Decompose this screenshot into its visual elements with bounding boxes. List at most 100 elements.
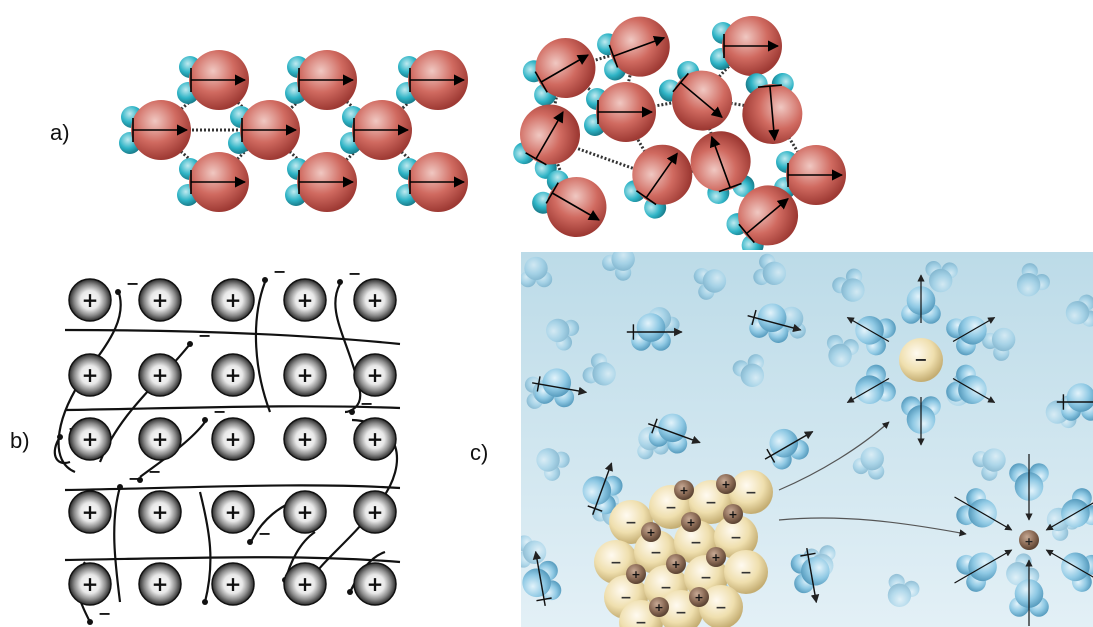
water-molecule-icon xyxy=(972,448,1006,481)
water-molecule-icon xyxy=(826,334,859,368)
electron-dot-icon: − xyxy=(337,264,361,285)
plus-sign: + xyxy=(82,288,99,312)
water-molecule-icon xyxy=(753,253,787,286)
water-molecule-icon xyxy=(285,152,357,212)
plus-sign: + xyxy=(82,427,99,451)
minus-sign: − xyxy=(610,555,622,571)
positive-ion-icon: + xyxy=(626,564,646,584)
positive-ion-icon: + xyxy=(211,417,255,461)
dipole-water-molecules xyxy=(522,303,1093,606)
water-molecule-icon xyxy=(513,104,580,179)
positive-ion-icon: + xyxy=(353,562,397,606)
plus-sign: + xyxy=(152,288,169,312)
minus-sign: − xyxy=(348,264,361,283)
electron-dot-icon: − xyxy=(115,274,139,295)
water-molecule-icon xyxy=(648,413,701,454)
electron-dot-icon: − xyxy=(202,402,226,423)
electron-dot-icon: − xyxy=(117,469,141,490)
water-molecule-icon xyxy=(536,448,570,481)
water-molecule-icon xyxy=(658,60,733,131)
water-molecule-icon xyxy=(597,16,670,81)
plus-sign: + xyxy=(82,500,99,524)
minus-sign: − xyxy=(740,565,752,581)
electron-dot-icon: − xyxy=(187,326,211,347)
plus-sign: + xyxy=(367,288,384,312)
plus-sign: + xyxy=(367,500,384,524)
positive-ion-icon: + xyxy=(138,278,182,322)
panel-label-c: c) xyxy=(470,440,489,465)
water-molecule-icon xyxy=(832,268,865,302)
minus-sign: − xyxy=(705,495,717,511)
plus-sign: + xyxy=(367,572,384,596)
minus-sign: − xyxy=(660,580,672,596)
water-molecule-icon xyxy=(852,446,885,480)
water-molecule-icon xyxy=(521,256,553,288)
water-molecules-group xyxy=(119,16,846,250)
positive-ion-icon: + xyxy=(283,490,327,534)
plus-sign: + xyxy=(225,288,242,312)
water-molecule-icon xyxy=(582,462,623,515)
plus-sign: + xyxy=(1024,535,1033,548)
hydrogen-bond xyxy=(620,47,638,113)
minus-sign: − xyxy=(273,262,286,281)
plus-sign: + xyxy=(711,551,720,564)
positive-ion-icon: + xyxy=(211,353,255,397)
water-molecule-icon xyxy=(584,82,656,142)
minus-sign: − xyxy=(665,500,677,516)
water-molecule-icon xyxy=(1065,294,1093,327)
panel-label-b: b) xyxy=(10,428,30,453)
dipole-arrow xyxy=(709,135,731,188)
positive-ion-icon: + xyxy=(674,480,694,500)
minus-sign: − xyxy=(690,535,702,551)
water-molecule-icon xyxy=(626,313,683,351)
minus-sign: − xyxy=(625,515,637,531)
water-molecule-icon xyxy=(177,152,249,212)
plus-sign: + xyxy=(82,572,99,596)
positive-ion-icon: + xyxy=(211,562,255,606)
plus-sign: + xyxy=(297,363,314,387)
positive-ion-icon: + xyxy=(283,562,327,606)
dissolution-arrows xyxy=(778,421,967,537)
dipole-tail xyxy=(672,72,689,93)
positive-ion-icon: + xyxy=(138,353,182,397)
electron-dot-icon: − xyxy=(87,604,111,625)
minus-sign: − xyxy=(148,462,161,481)
electron-dot-icon: − xyxy=(247,524,271,545)
plus-sign: + xyxy=(152,363,169,387)
positive-ion-icon: + xyxy=(1019,530,1039,550)
water-molecule-icon xyxy=(710,16,782,76)
dipole-tail xyxy=(757,84,782,88)
positive-ion-icon: + xyxy=(283,353,327,397)
plus-sign: + xyxy=(679,484,688,497)
minus-sign: − xyxy=(213,402,226,421)
plus-sign: + xyxy=(297,500,314,524)
water-molecule-icon xyxy=(1056,383,1093,421)
water-molecule-icon xyxy=(764,428,814,470)
plus-sign: + xyxy=(728,508,737,521)
dipole-arrow xyxy=(680,81,723,119)
water-molecule-icon xyxy=(228,100,300,160)
plus-sign: + xyxy=(646,526,655,539)
positive-ion-icon: + xyxy=(666,554,686,574)
water-molecule-icon xyxy=(177,50,249,110)
dipole-arrow xyxy=(535,111,564,160)
water-molecule-icon xyxy=(790,548,830,604)
dipole-arrow xyxy=(1045,502,1093,531)
minus-sign: − xyxy=(258,524,271,543)
panel-b-metal-lattice: −−−−−−−−−−−−−− +++++++++++++++++++++++++ xyxy=(53,262,401,625)
water-molecule-icon xyxy=(396,50,468,110)
water-molecule-icon xyxy=(522,38,596,106)
dipole-arrow xyxy=(551,192,600,221)
water-molecule-icon xyxy=(742,72,803,144)
positive-ion-icon: + xyxy=(706,547,726,567)
water-molecule-icon xyxy=(732,354,765,388)
minus-sign: − xyxy=(675,605,687,621)
minus-sign: − xyxy=(914,350,927,369)
plus-sign: + xyxy=(225,572,242,596)
plus-sign: + xyxy=(297,427,314,451)
dipole-arrow xyxy=(952,316,996,343)
water-molecule-icon xyxy=(1061,488,1093,528)
electron-dot-icon: − xyxy=(262,262,286,283)
electron-dot-icon: − xyxy=(137,462,161,483)
dipole-arrow xyxy=(954,549,1013,584)
